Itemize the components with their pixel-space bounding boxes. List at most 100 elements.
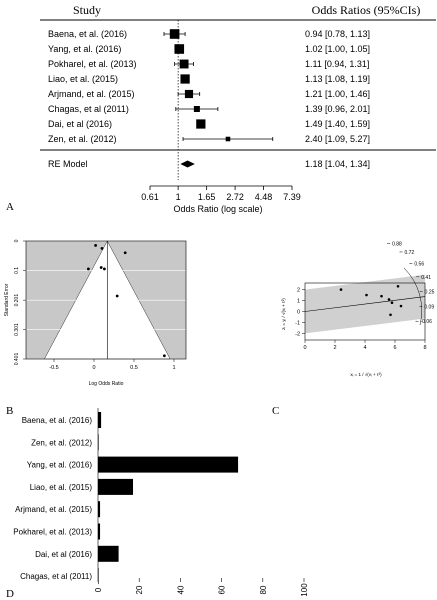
bar-category-label: Liao, et al. (2015) bbox=[30, 483, 93, 492]
bar-x-tick-label: 20 bbox=[135, 585, 144, 594]
forest-study-label: Pokharel, et al. (2013) bbox=[48, 59, 137, 69]
forest-summary-diamond bbox=[180, 160, 195, 168]
radial-point bbox=[399, 304, 403, 308]
radial-x-tick-label: 8 bbox=[423, 345, 426, 351]
bar bbox=[98, 434, 99, 451]
forest-study-label: Chagas, et al (2011) bbox=[48, 104, 129, 114]
radial-fit-line bbox=[304, 296, 426, 312]
forest-study-label: Baena, et al. (2016) bbox=[48, 29, 127, 39]
radial-right-tick-label: -0.06 bbox=[420, 319, 432, 325]
forest-point-square bbox=[196, 119, 206, 129]
funnel-plot: -0.5 0 0.5 1 0 0.1 0.201 0.301 0.401 Log Odds R… bbox=[4, 239, 187, 417]
funnel-points bbox=[87, 244, 166, 358]
forest-header-or: Odds Ratios (95%CIs) bbox=[312, 3, 421, 17]
forest-x-tick-label: 2.72 bbox=[226, 192, 244, 202]
radial-right-tick-label: 0.88 bbox=[392, 241, 402, 247]
funnel-y-axis: 0 0.1 0.201 0.301 0.401 bbox=[14, 239, 26, 365]
radial-y-axis: -2 -1 0 1 2 bbox=[295, 288, 305, 337]
forest-study-label: Arjmand, et al. (2015) bbox=[48, 89, 135, 99]
forest-or-text: 1.02 [1.00, 1.05] bbox=[305, 44, 370, 54]
forest-or-text: 1.11 [0.94, 1.31] bbox=[305, 59, 369, 69]
funnel-point bbox=[103, 267, 106, 271]
bar bbox=[98, 412, 102, 428]
funnel-x-tick-label: 0.5 bbox=[130, 365, 138, 371]
radial-right-tick-label: 0.25 bbox=[425, 290, 435, 296]
forest-or-text: 1.39 [0.96, 2.01] bbox=[305, 104, 370, 114]
bar-category-labels: Baena, et al. (2016) Zen, et al. (2012) Ya… bbox=[13, 416, 92, 581]
radial-point bbox=[396, 284, 400, 288]
radial-y-tick-label: 1 bbox=[297, 299, 300, 305]
forest-x-tick-label: 0.61 bbox=[141, 192, 159, 202]
forest-x-tick-label: 1 bbox=[176, 192, 181, 202]
radial-right-tick-label: 0.41 bbox=[421, 275, 431, 281]
radial-right-arc bbox=[403, 267, 422, 326]
forest-study-label: Liao, et al. (2015) bbox=[48, 74, 118, 84]
panel-label-a: A bbox=[6, 201, 14, 213]
bar-x-tick-label: 100 bbox=[300, 583, 309, 597]
funnel-y-label: Standard Error bbox=[4, 283, 10, 316]
bar-x-tick-label: 60 bbox=[218, 585, 227, 594]
panel-label-d: D bbox=[6, 588, 14, 600]
bar-category-label: Baena, et al. (2016) bbox=[22, 416, 93, 425]
radial-x-tick-label: 6 bbox=[393, 345, 396, 351]
forest-study-labels: Baena, et al. (2016) Yang, et al. (2016) P… bbox=[48, 29, 137, 169]
forest-or-text: 1.21 [1.00, 1.46] bbox=[305, 89, 370, 99]
forest-or-text: 0.94 [0.78, 1.13] bbox=[305, 29, 370, 39]
funnel-point bbox=[163, 354, 166, 358]
radial-right-scale: 0.880.720.56 0.41 0.25 0.09 -0.06 bbox=[387, 241, 435, 325]
radial-x-label: xᵢ = 1 / √(vᵢ + τ²) bbox=[350, 372, 382, 377]
funnel-point bbox=[87, 267, 90, 271]
bar-x-axis: 0 20 40 60 80 100 bbox=[94, 578, 309, 597]
forest-point-square bbox=[174, 44, 185, 54]
funnel-x-axis: -0.5 0 0.5 1 bbox=[49, 359, 176, 371]
funnel-point bbox=[100, 246, 104, 250]
forest-point-square bbox=[193, 106, 200, 112]
bar-category-label: Arjmand, et al. (2015) bbox=[15, 505, 92, 514]
forest-point-square bbox=[179, 59, 189, 69]
radial-point bbox=[365, 293, 368, 297]
radial-point bbox=[387, 298, 391, 301]
bar-category-label: Pokharel, et al. (2013) bbox=[13, 528, 92, 537]
radial-right-tick-label: 0.56 bbox=[414, 261, 424, 267]
funnel-x-tick-label: 0 bbox=[92, 365, 95, 371]
bar-category-label: Zen, et al. (2012) bbox=[31, 438, 92, 447]
influence-bar-chart: Baena, et al. (2016) Zen, et al. (2012) Ya… bbox=[6, 408, 309, 600]
radial-y-tick-label: -1 bbox=[295, 320, 300, 326]
forest-study-label: Zen, et al. (2012) bbox=[48, 134, 117, 144]
forest-study-label: Dai, et al (2016) bbox=[48, 119, 112, 129]
radial-x-tick-label: 4 bbox=[363, 345, 366, 351]
funnel-point bbox=[123, 251, 127, 255]
funnel-x-label: Log Odds Ratio bbox=[89, 381, 124, 387]
radial-x-axis: 0 2 4 6 8 bbox=[303, 340, 427, 351]
bar-x-tick-label: 0 bbox=[94, 587, 103, 592]
funnel-point bbox=[94, 244, 97, 247]
bar-category-label: Chagas, et al (2011) bbox=[20, 572, 92, 581]
funnel-y-tick-label: 0 bbox=[14, 239, 20, 242]
bar-category-label: Dai, et al (2016) bbox=[35, 550, 92, 559]
forest-summary-text: 1.18 [1.04, 1.34] bbox=[305, 159, 370, 169]
panel-label-b: B bbox=[6, 405, 13, 417]
radial-right-tick-label: 0.72 bbox=[404, 250, 414, 256]
funnel-point bbox=[99, 266, 103, 269]
funnel-x-tick-label: 1 bbox=[172, 365, 175, 371]
bar bbox=[98, 501, 101, 518]
forest-point-square bbox=[225, 136, 231, 142]
radial-point bbox=[389, 313, 392, 317]
panel-label-c: C bbox=[272, 405, 279, 417]
forest-header-study: Study bbox=[73, 3, 101, 17]
forest-study-label: Yang, et al. (2016) bbox=[48, 44, 121, 54]
funnel-point bbox=[115, 294, 119, 298]
forest-x-label: Odds Ratio (log scale) bbox=[173, 204, 262, 214]
funnel-x-tick-label: -0.5 bbox=[49, 365, 58, 371]
funnel-y-tick-label: 0.401 bbox=[14, 353, 20, 366]
radial-point bbox=[380, 294, 383, 298]
radial-x-tick-label: 0 bbox=[303, 345, 306, 351]
funnel-y-tick-label: 0.201 bbox=[14, 294, 20, 307]
radial-y-tick-label: 2 bbox=[297, 288, 300, 294]
forest-point-square bbox=[180, 74, 190, 84]
forest-x-axis: 0.61 1 1.65 2.72 4.48 7.39 bbox=[141, 185, 301, 202]
forest-or-texts: 0.94 [0.78, 1.13] 1.02 [1.00, 1.05] 1.11 [… bbox=[305, 29, 370, 169]
radial-points bbox=[339, 284, 403, 317]
bar bbox=[98, 568, 99, 585]
